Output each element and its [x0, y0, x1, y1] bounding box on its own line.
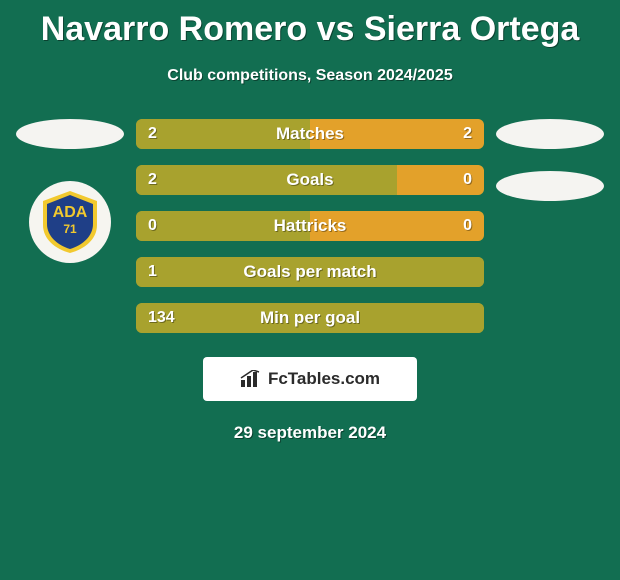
- footer-date: 29 september 2024: [10, 423, 610, 443]
- stat-bar-right-fill: [310, 119, 484, 149]
- player-right-avatar-placeholder: [496, 119, 604, 149]
- page-title: Navarro Romero vs Sierra Ortega: [10, 10, 610, 49]
- stat-bar-left-fill: [136, 303, 484, 333]
- club-sub: 71: [63, 222, 77, 236]
- stat-bar-left-fill: [136, 211, 310, 241]
- stat-bar-left-fill: [136, 119, 310, 149]
- brand-text: FcTables.com: [268, 369, 380, 389]
- stat-bar: 20Goals: [136, 165, 484, 195]
- body-row: ADA 71 22Matches 20Goals 00Hattricks 1Goals…: [10, 119, 610, 349]
- stat-bar: 22Matches: [136, 119, 484, 149]
- brand-badge: FcTables.com: [203, 357, 417, 401]
- stat-bar-right-fill: [397, 165, 484, 195]
- right-player-col: [490, 119, 610, 201]
- player-left-avatar-placeholder: [16, 119, 124, 149]
- stat-bars: 22Matches 20Goals 00Hattricks 1Goals per ma…: [130, 119, 490, 349]
- chart-icon: [240, 370, 262, 388]
- stat-bar: 134Min per goal: [136, 303, 484, 333]
- subtitle: Club competitions, Season 2024/2025: [10, 67, 610, 85]
- club-abbr: ADA: [53, 204, 88, 221]
- stat-bar-right-fill: [310, 211, 484, 241]
- player-left-club-badge: ADA 71: [29, 181, 111, 263]
- comparison-card: Navarro Romero vs Sierra Ortega Club com…: [0, 0, 620, 580]
- left-player-col: ADA 71: [10, 119, 130, 263]
- stat-bar: 1Goals per match: [136, 257, 484, 287]
- player-right-club-placeholder: [496, 171, 604, 201]
- stat-bar-left-fill: [136, 165, 397, 195]
- stat-bar-left-fill: [136, 257, 484, 287]
- stat-bar: 00Hattricks: [136, 211, 484, 241]
- club-badge-icon: ADA 71: [35, 187, 105, 257]
